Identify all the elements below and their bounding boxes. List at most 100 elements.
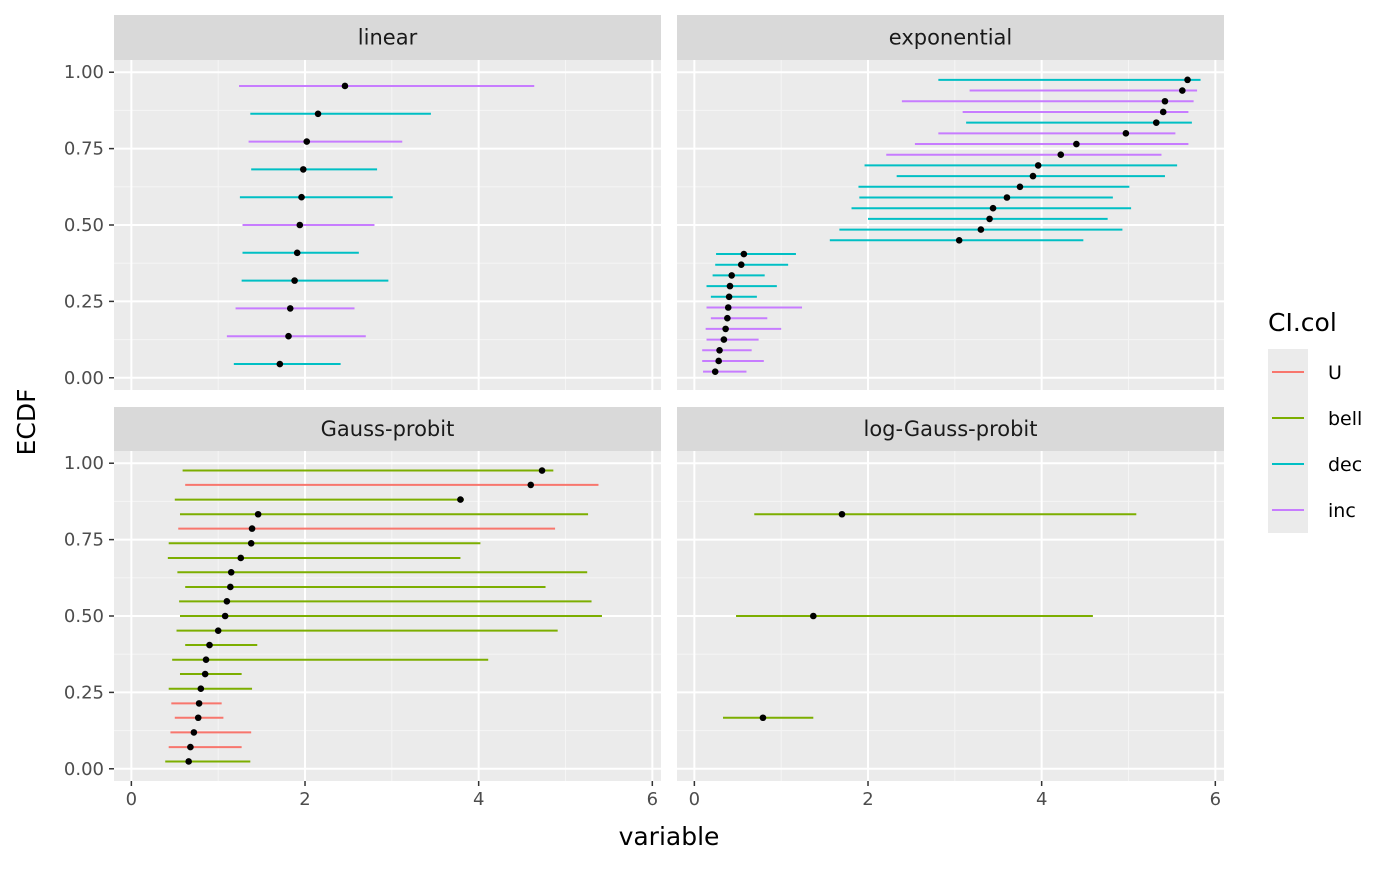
ecdf-point (248, 525, 256, 532)
y-tick-label: 0.25 (64, 291, 104, 312)
ecdf-point (720, 336, 728, 343)
y-tick-label: 0.50 (64, 215, 104, 236)
ecdf-point (221, 612, 229, 620)
x-tick-label: 0 (126, 789, 137, 810)
ecdf-point (298, 193, 305, 201)
x-axis-title: variable (619, 822, 720, 851)
x-tick-label: 2 (299, 789, 310, 810)
ecdf-point (977, 226, 985, 233)
ecdf-point (202, 656, 210, 663)
interval-series (723, 510, 1137, 722)
ecdf-point (759, 714, 767, 722)
ecdf-point (1016, 183, 1024, 191)
strip-background (114, 407, 661, 451)
ecdf-point (728, 272, 735, 279)
legend-label-U: U (1328, 362, 1342, 384)
strip-background (677, 15, 1224, 60)
ecdf-point (724, 304, 732, 311)
ecdf-point (1034, 162, 1042, 169)
x-tick-label: 6 (647, 789, 658, 810)
ecdf-point (527, 481, 535, 489)
ecdf-point (227, 583, 234, 591)
ecdf-point (538, 467, 546, 474)
legend-title: CI.col (1268, 308, 1337, 337)
y-tick-label: 1.00 (64, 453, 104, 474)
y-axis-title: ECDF (12, 389, 41, 456)
panel-linear: linear 0.00 0.25 0.50 0.75 1.00 (64, 15, 661, 390)
ecdf-point (185, 758, 192, 765)
ecdf-point (726, 282, 734, 290)
x-tick-label: 2 (862, 789, 873, 810)
facet-panels: linear 0.00 0.25 0.50 0.75 1.00 exponential Gau… (64, 15, 1224, 810)
ecdf-point (197, 685, 205, 693)
ecdf-point (190, 729, 198, 736)
ecdf-point (986, 215, 993, 223)
ecdf-point (711, 368, 719, 375)
ecdf-point (201, 670, 209, 678)
strip-label: linear (358, 26, 418, 50)
strip-label: log-Gauss-probit (863, 417, 1037, 441)
ecdf-point (286, 305, 294, 312)
y-tick-label: 0.00 (64, 759, 104, 780)
legend-label-inc: inc (1328, 500, 1356, 522)
ecdf-point (716, 346, 723, 354)
ecdf-point (194, 714, 202, 722)
ecdf-point (1161, 97, 1169, 105)
y-tick-label: 1.00 (64, 62, 104, 83)
interval-series (165, 467, 602, 765)
ecdf-point (214, 627, 222, 634)
x-tick-label: 0 (689, 789, 700, 810)
ecdf-point (341, 82, 349, 90)
ecdf-point (303, 138, 311, 145)
ecdf-point (254, 510, 262, 518)
ecdf-point (296, 221, 304, 229)
ecdf-point (314, 110, 322, 118)
strip-background (677, 407, 1224, 451)
ecdf-point (285, 332, 292, 340)
ecdf-point (1003, 194, 1011, 201)
ecdf-point (1029, 172, 1037, 180)
ecdf-point (715, 357, 722, 365)
ecdf-point (1184, 76, 1191, 84)
ecdf-point (195, 700, 203, 707)
y-tick-label: 0.75 (64, 139, 104, 160)
ecdf-point (725, 293, 733, 301)
ecdf-point (457, 496, 464, 503)
ecdf-point (1179, 87, 1186, 94)
axis-titles: variable ECDF (12, 389, 719, 851)
x-tick-label: 6 (1210, 789, 1221, 810)
ecdf-point (293, 249, 301, 257)
ecdf-point (722, 325, 729, 333)
ecdf-point (247, 539, 255, 547)
panel-gauss-probit: Gauss-probit 0.00 0.25 0.50 0.75 1.00 0 2 4 6 (64, 407, 661, 810)
panel-exponential: exponential (677, 15, 1224, 390)
legend-key-background (1268, 349, 1308, 533)
ecdf-point (1073, 140, 1080, 148)
ecdf-point (955, 236, 963, 244)
ecdf-point (299, 166, 307, 173)
y-tick-label: 0.00 (64, 368, 104, 389)
ecdf-point (989, 204, 997, 212)
strip-label: exponential (889, 26, 1012, 50)
x-tick-label: 4 (473, 789, 484, 810)
ecdf-point (187, 743, 194, 751)
legend-label-dec: dec (1328, 454, 1362, 476)
ecdf-point (1057, 151, 1065, 159)
ecdf-point (737, 261, 745, 269)
ecdf-point (724, 314, 731, 322)
strip-background (114, 15, 661, 60)
legend-label-bell: bell (1328, 408, 1362, 430)
ecdf-point (206, 641, 213, 649)
ecdf-point (237, 554, 245, 562)
ecdf-point (838, 510, 846, 518)
ecdf-point (276, 360, 284, 368)
interval-series (226, 82, 535, 368)
ecdf-point (1152, 119, 1160, 126)
y-tick-label: 0.75 (64, 530, 104, 551)
ecdf-point (1159, 108, 1167, 116)
ecdf-point (291, 277, 298, 284)
x-tick-label: 4 (1036, 789, 1047, 810)
